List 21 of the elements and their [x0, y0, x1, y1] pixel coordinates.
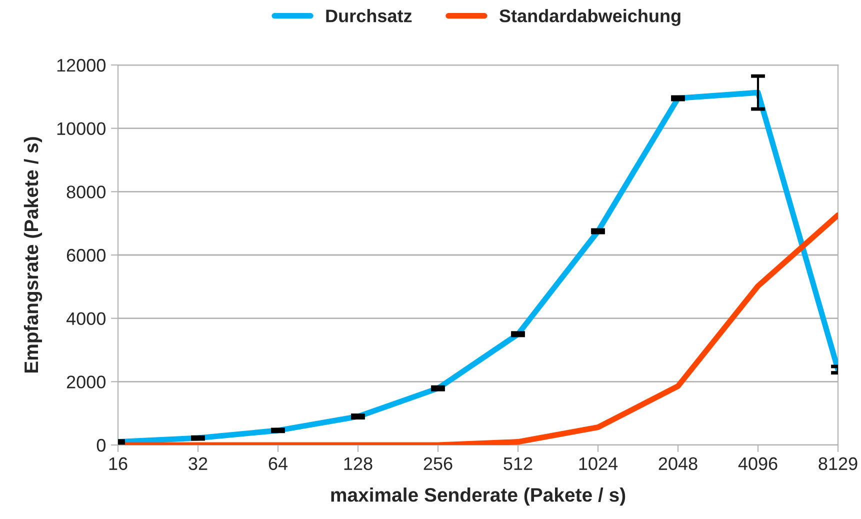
y-tick-label: 12000: [57, 58, 106, 72]
y-tick-label: 4000: [66, 312, 106, 326]
y-axis-title: Empfangsrate (Pakete / s): [24, 137, 42, 373]
x-tick-label: 64: [268, 457, 288, 470]
x-tick-label: 512: [504, 457, 532, 470]
x-tick-label: 4096: [738, 457, 778, 470]
y-tick-label: 10000: [57, 122, 106, 136]
x-tick-label: 32: [188, 457, 208, 470]
x-tick-label: 16: [109, 457, 128, 470]
y-tick-label: 8000: [66, 186, 106, 198]
x-tick-label: 2048: [658, 457, 698, 470]
y-tick-label: 2000: [66, 376, 106, 388]
x-tick-label: 256: [424, 457, 452, 470]
x-tick-label: 128: [344, 457, 372, 470]
y-tick-label: 0: [96, 438, 106, 452]
x-tick-label: 1024: [579, 457, 618, 470]
legend-label: Durchsatz: [326, 9, 412, 22]
y-tick-label: 6000: [66, 248, 106, 262]
x-axis-title: maximale Senderate (Pakete / s): [331, 488, 626, 506]
x-tick-label: 8129: [818, 457, 858, 470]
legend-label: Standardabweichung: [499, 9, 680, 26]
